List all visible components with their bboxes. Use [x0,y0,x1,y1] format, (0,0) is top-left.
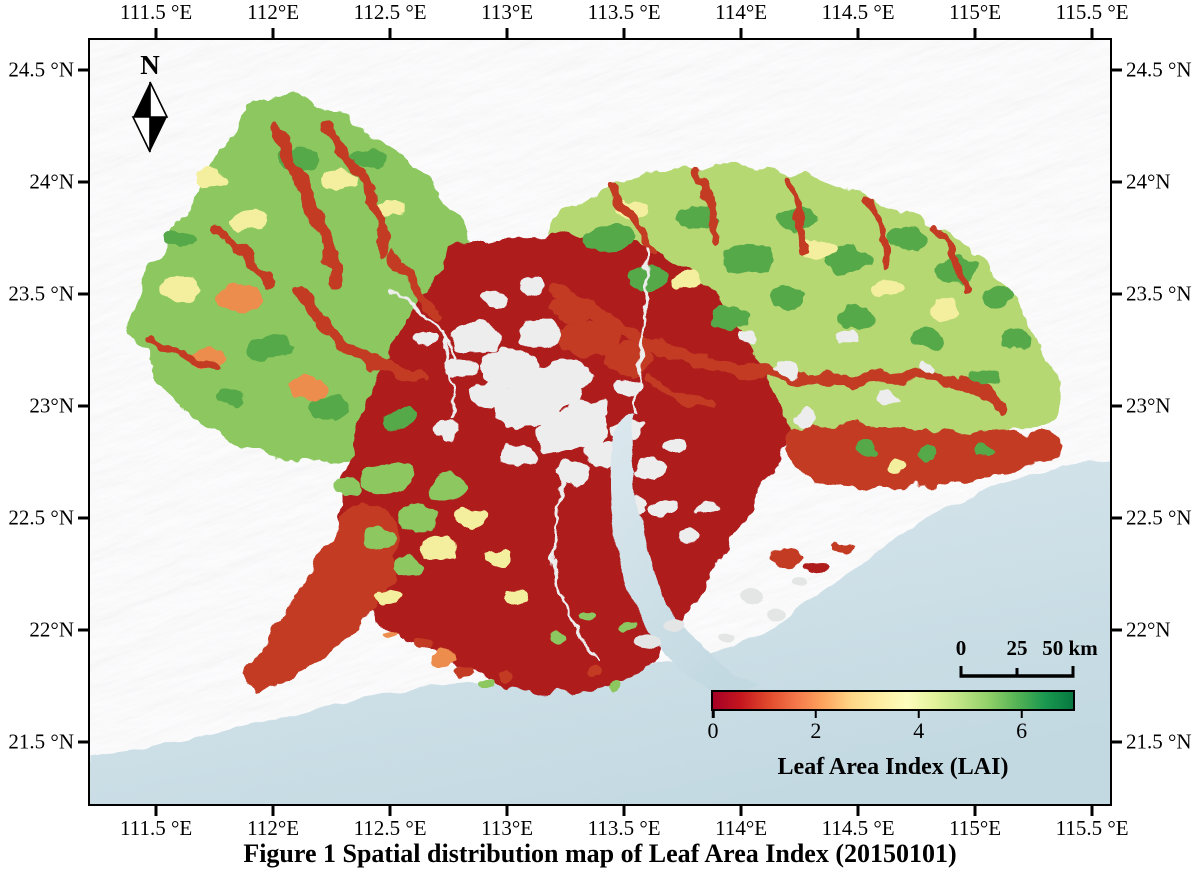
nw-detail [145,122,442,429]
lon-tick-bottom [271,806,275,816]
lat-label-right: 24.5 °N [1126,57,1192,82]
lat-label-right: 24°N [1126,169,1171,194]
north-arrow-label: N [140,50,160,80]
lai-region [130,96,1063,694]
north-arrow-icon [131,81,169,153]
lon-tick-top [856,28,860,38]
map-frame: N 0 25 50 km 0 2 4 6 Leaf Area Index (LAI) [88,38,1112,806]
lon-tick-bottom [1090,806,1094,816]
lon-label-top: 115.5 °E [1055,0,1129,24]
lat-label-right: 22.5 °N [1126,505,1192,530]
lon-tick-top [271,28,275,38]
lon-label-bottom: 115.5 °E [1055,816,1129,840]
lon-tick-top [1090,28,1094,38]
lon-tick-top [154,28,158,38]
lon-label-bottom: 114°E [715,816,768,840]
sea [90,460,1110,804]
ne-detail [546,165,1033,415]
central-green-detail [333,439,997,644]
lat-label-right: 23.5 °N [1126,281,1192,306]
lon-tick-bottom [856,806,860,816]
north-arrow: N [124,52,176,158]
lat-tick-right [1112,516,1122,520]
scale-bar: 0 25 50 km [956,638,1176,684]
lat-label-left: 24.5 °N [8,57,74,82]
lon-tick-bottom [154,806,158,816]
lat-tick-left [78,516,88,520]
lon-label-bottom: 113°E [481,816,534,840]
lon-label-top: 113°E [481,0,534,24]
lat-label-left: 24°N [29,169,74,194]
lon-label-bottom: 113.5 °E [587,816,661,840]
legend-title: Leaf Area Index (LAI) [777,754,1009,780]
colored-islands [381,543,854,690]
legend-tick-mark [814,711,818,718]
legend-tick-mark [1020,711,1023,718]
legend-tick-label: 4 [913,718,925,743]
lon-tick-top [505,28,509,38]
scale-bar-label: 25 [1006,636,1028,660]
lat-tick-right [1112,68,1122,72]
legend-tick-label: 0 [707,718,719,743]
lon-tick-top [622,28,626,38]
figure-caption: Figure 1 Spatial distribution map of Lea… [243,839,957,868]
lat-label-left: 22.5 °N [8,505,74,530]
lon-label-top: 111.5 °E [120,0,193,24]
lon-tick-top [973,28,977,38]
lon-label-bottom: 112.5 °E [353,816,427,840]
legend-ticks: 0 2 4 6 [708,711,1073,751]
lon-tick-bottom [739,806,743,816]
lat-tick-right [1112,740,1122,744]
lat-tick-right [1112,404,1122,408]
legend-tick-mark [917,711,920,718]
lon-label-bottom: 114.5 °E [821,816,895,840]
lat-tick-left [78,292,88,296]
lat-tick-left [78,628,88,632]
lat-tick-right [1112,292,1122,296]
lon-tick-bottom [622,806,626,816]
lat-label-right: 21.5 °N [1126,729,1192,754]
lon-label-bottom: 112°E [247,816,300,840]
lat-tick-left [78,740,88,744]
map-raster [90,40,1110,804]
lat-tick-right [1112,180,1122,184]
legend-tick-mark [711,711,715,718]
lat-tick-left [78,68,88,72]
lon-tick-top [388,28,392,38]
lat-label-left: 21.5 °N [8,729,74,754]
lon-label-bottom: 111.5 °E [120,816,193,840]
lon-label-top: 112°E [247,0,300,24]
lat-label-left: 23°N [29,393,74,418]
legend-tick-label: 2 [810,718,822,743]
lon-tick-bottom [973,806,977,816]
lat-tick-left [78,404,88,408]
lon-label-top: 112.5 °E [353,0,427,24]
lat-tick-left [78,180,88,184]
lon-label-top: 114.5 °E [821,0,895,24]
scale-bar-label: 50 km [1042,636,1098,660]
lon-tick-bottom [505,806,509,816]
lat-label-right: 23°N [1126,393,1171,418]
lat-tick-right [1112,628,1122,632]
estuary [608,414,760,701]
scale-bar-icon [959,666,1075,678]
lon-tick-bottom [388,806,392,816]
gray-islands [633,578,808,651]
lat-label-left: 22°N [29,617,74,642]
legend-tick-label: 6 [1016,718,1028,743]
legend-colorbar [711,690,1075,711]
lat-label-left: 23.5 °N [8,281,74,306]
lon-label-top: 115°E [949,0,1002,24]
lon-label-bottom: 115°E [949,816,1002,840]
nodata-speckle [387,247,935,663]
lon-label-top: 114°E [715,0,768,24]
legend: 0 2 4 6 Leaf Area Index (LAI) [708,690,1075,780]
scale-bar-label: 0 [955,636,967,660]
lon-label-top: 113.5 °E [587,0,661,24]
lon-tick-top [739,28,743,38]
